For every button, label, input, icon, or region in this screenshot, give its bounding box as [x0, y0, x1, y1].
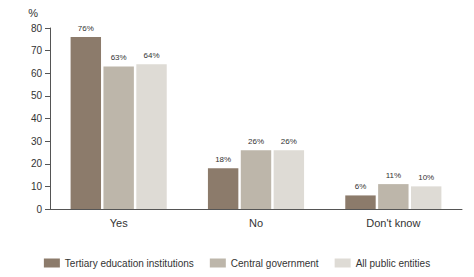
svg-text:No: No — [249, 217, 263, 229]
svg-text:40: 40 — [31, 113, 43, 124]
svg-text:26%: 26% — [248, 137, 264, 146]
svg-text:80: 80 — [31, 23, 43, 34]
svg-text:Central government: Central government — [231, 258, 319, 269]
svg-text:26%: 26% — [281, 137, 297, 146]
svg-text:76%: 76% — [78, 24, 94, 33]
svg-text:18%: 18% — [215, 155, 231, 164]
svg-text:60: 60 — [31, 68, 43, 79]
svg-text:0: 0 — [36, 204, 42, 215]
svg-text:Tertiary education institution: Tertiary education institutions — [65, 258, 194, 269]
svg-text:Yes: Yes — [110, 217, 128, 229]
svg-text:63%: 63% — [111, 53, 127, 62]
svg-text:6%: 6% — [355, 182, 367, 191]
svg-text:Don't know: Don't know — [366, 217, 420, 229]
svg-text:All public entities: All public entities — [356, 258, 430, 269]
svg-text:20: 20 — [31, 158, 43, 169]
svg-text:70: 70 — [31, 45, 43, 56]
svg-text:11%: 11% — [386, 171, 401, 180]
svg-text:30: 30 — [31, 136, 43, 147]
svg-text:10%: 10% — [418, 173, 434, 182]
svg-text:%: % — [28, 7, 38, 19]
svg-text:50: 50 — [31, 90, 43, 101]
svg-text:10: 10 — [31, 181, 43, 192]
svg-text:64%: 64% — [144, 51, 160, 60]
